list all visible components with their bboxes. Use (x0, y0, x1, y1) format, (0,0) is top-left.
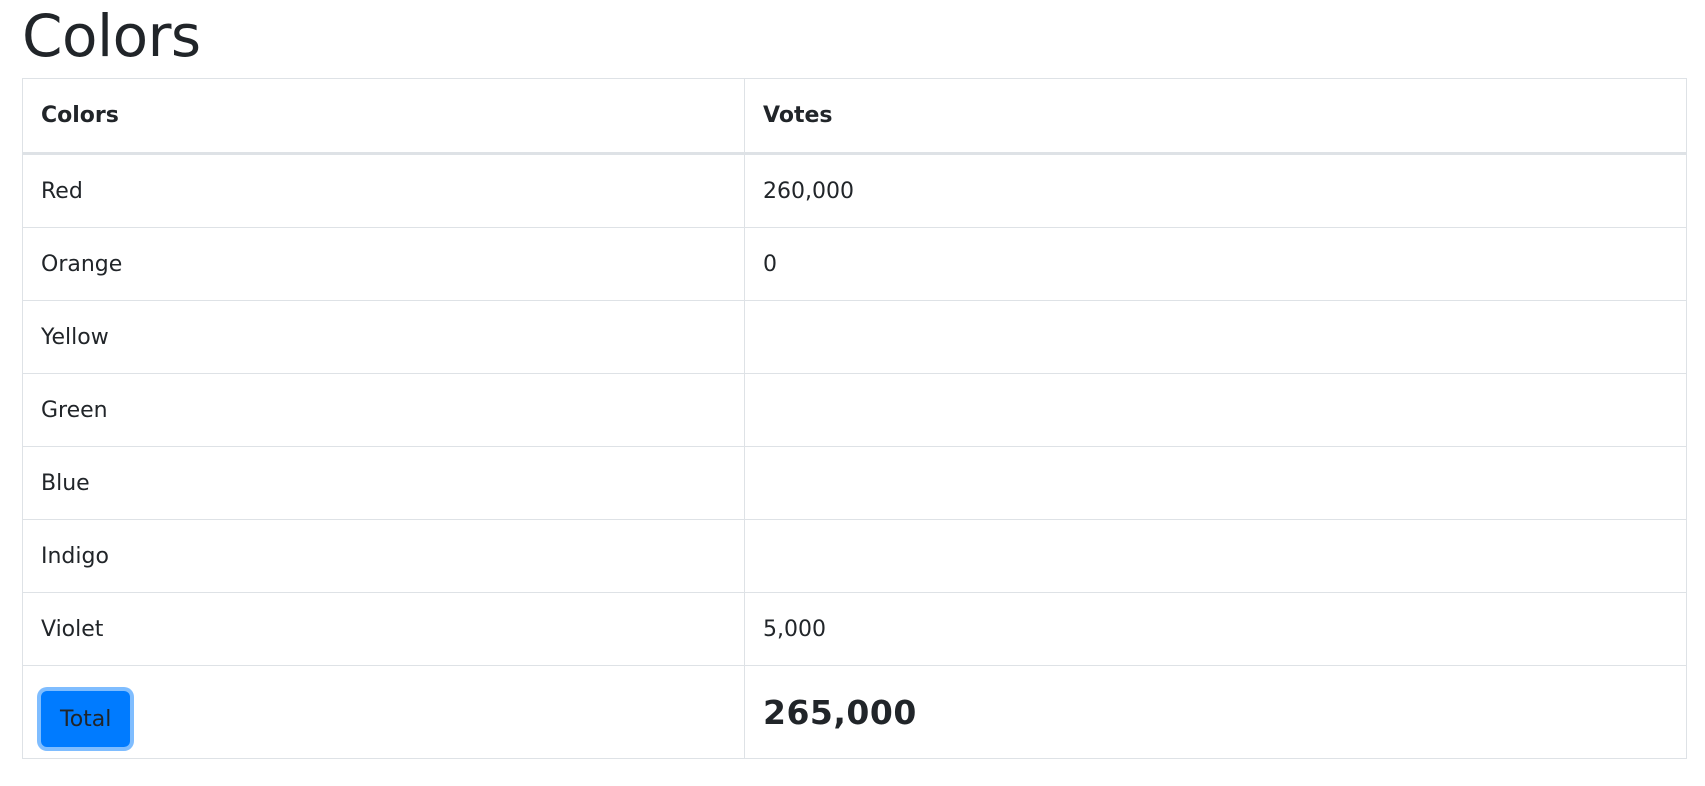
color-cell: Orange (22, 227, 745, 301)
header-row: Colors Votes (22, 78, 1687, 155)
table-row: Green (22, 373, 1687, 447)
column-header-colors: Colors (22, 78, 745, 155)
table-header: Colors Votes (22, 78, 1687, 155)
table-row: Blue (22, 446, 1687, 520)
column-header-votes: Votes (744, 78, 1687, 155)
total-value: 265,000 (763, 692, 917, 732)
color-cell: Yellow (22, 300, 745, 374)
color-cell: Green (22, 373, 745, 447)
total-value-cell: 265,000 (744, 665, 1687, 759)
table-body: Red 260,000 Orange 0 Yellow Green Blue I… (22, 153, 1687, 759)
table-row: Indigo (22, 519, 1687, 593)
total-button-cell: Total (22, 665, 745, 759)
total-row: Total 265,000 (22, 665, 1687, 759)
table-row: Orange 0 (22, 227, 1687, 301)
table-row: Violet 5,000 (22, 592, 1687, 666)
color-cell: Violet (22, 592, 745, 666)
page-title: Colors (22, 2, 201, 70)
total-button[interactable]: Total (41, 691, 131, 747)
votes-cell (744, 519, 1687, 593)
votes-cell (744, 300, 1687, 374)
table-row: Yellow (22, 300, 1687, 374)
color-cell: Red (22, 153, 745, 228)
table-row: Red 260,000 (22, 153, 1687, 228)
votes-cell: 0 (744, 227, 1687, 301)
votes-cell (744, 446, 1687, 520)
page-container: Colors Colors Votes Red 260,000 Orange 0… (22, 0, 1687, 759)
votes-cell: 260,000 (744, 153, 1687, 228)
votes-cell (744, 373, 1687, 447)
color-cell: Indigo (22, 519, 745, 593)
votes-table: Colors Votes Red 260,000 Orange 0 Yellow… (22, 78, 1687, 759)
color-cell: Blue (22, 446, 745, 520)
votes-cell: 5,000 (744, 592, 1687, 666)
